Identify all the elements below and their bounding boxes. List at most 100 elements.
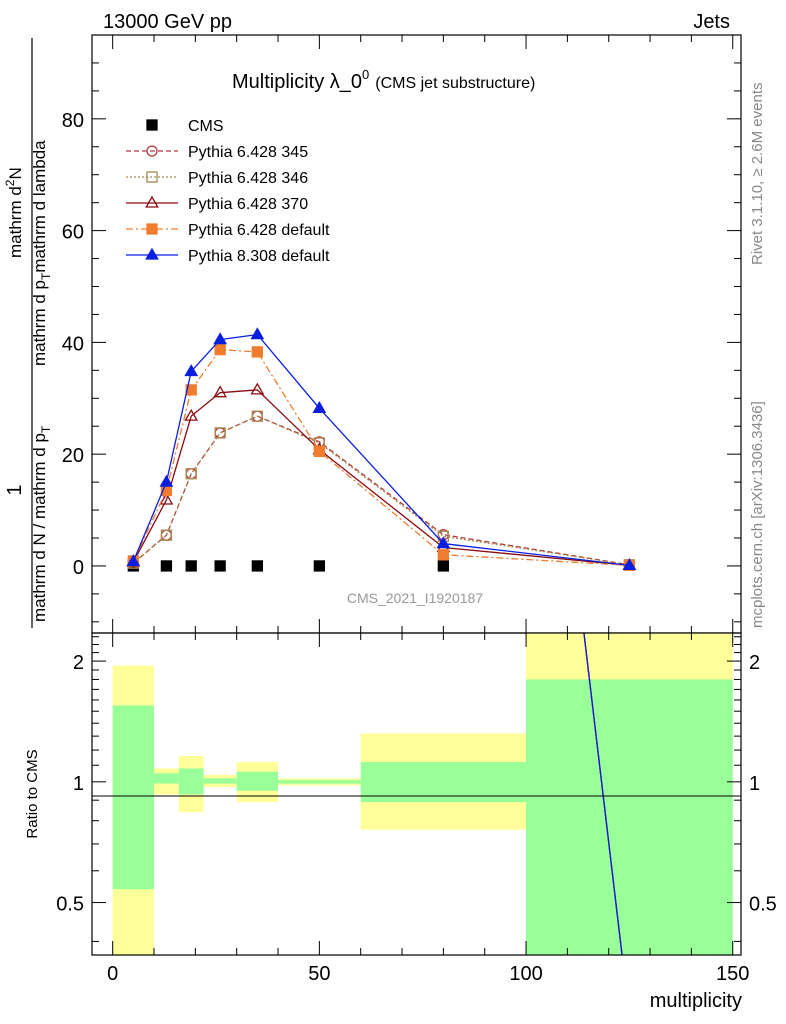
xtick-label: 0	[107, 963, 118, 985]
legend-marker	[146, 119, 158, 131]
data-point	[312, 401, 327, 413]
data-point	[214, 427, 226, 439]
ratio-ytick-label: 2	[73, 652, 84, 674]
data-point	[213, 385, 228, 398]
legend-item-cms: CMS	[146, 118, 224, 135]
data-point	[436, 536, 451, 549]
header-right: Jets	[693, 11, 730, 33]
ratio-line-pythia-8-308-default	[583, 633, 623, 955]
ratio-ytick-label: 1	[73, 773, 84, 795]
y-axis-label: 1 mathrm d N / mathrm d pT mathrm d2N ma…	[3, 38, 53, 628]
ratio-band-inner	[178, 768, 204, 795]
ratio-band-inner	[278, 780, 361, 784]
main-ytick-label: 80	[62, 110, 84, 132]
series-pythia-6-428-default	[127, 343, 636, 572]
data-point	[185, 384, 197, 396]
main-ytick-label: 20	[62, 445, 84, 467]
ratio-ytick-label-right: 2	[749, 652, 760, 674]
legend-item-pythia-8-308-default: Pythia 8.308 default	[126, 247, 330, 265]
ratio-ytick-label-right: 1	[749, 773, 760, 795]
data-point	[159, 474, 174, 487]
data-point	[437, 549, 450, 561]
x-axis-label: multiplicity	[650, 990, 742, 1012]
main-ytick-label: 40	[62, 333, 84, 355]
chart-subtitle: (CMS jet substructure)	[375, 75, 535, 92]
data-point	[160, 560, 173, 572]
y-label-derivative-denominator: mathrm d pTmathrm d lambda	[30, 140, 53, 366]
series-line-pythia-6-428-default	[132, 348, 630, 567]
data-point	[160, 529, 173, 541]
data-point	[159, 492, 174, 505]
y-label-derivative-numerator: mathrm d2N	[3, 167, 25, 258]
legend-marker	[146, 171, 158, 183]
data-point	[622, 558, 637, 571]
series-pythia-6-428-345	[127, 410, 636, 571]
series-cms	[127, 560, 450, 572]
data-point	[313, 445, 326, 458]
legend-label: Pythia 6.428 345	[188, 144, 308, 161]
data-point	[214, 427, 226, 439]
chart-title: Multiplicity λ_00(CMS jet substructure)	[232, 67, 535, 93]
data-point	[184, 364, 199, 377]
data-point	[251, 346, 264, 358]
data-point	[250, 327, 265, 340]
main-axis-ticks: 0 20 40 60 80	[62, 35, 741, 633]
ratio-band-inner	[154, 773, 179, 784]
y-label-numerator: 1	[4, 484, 26, 495]
data-point	[213, 332, 228, 345]
legend-label: CMS	[188, 118, 224, 135]
data-point	[185, 560, 197, 572]
series-line-pythia-6-428-345	[132, 415, 630, 566]
series-line-pythia-8-308-default	[132, 333, 630, 567]
series-pythia-8-308-default	[126, 327, 637, 571]
legend-label: Pythia 8.308 default	[188, 248, 330, 265]
data-point	[251, 410, 264, 422]
ratio-band-inner	[203, 778, 237, 784]
ratio-band-inner	[526, 679, 733, 955]
data-point	[185, 468, 197, 480]
ratio-axis-ticks: 0.5 0.5 1 1 2 2 0 50 100 150	[56, 633, 777, 985]
data-point	[251, 560, 264, 572]
series-line-pythia-6-428-370	[132, 389, 630, 567]
legend-label: Pythia 6.428 370	[188, 196, 308, 213]
mcplots-label: mcplots.cern.ch [arXiv:1306.3436]	[749, 401, 766, 628]
legend-item-pythia-6-428-default: Pythia 6.428 default	[126, 222, 330, 239]
legend-item-pythia-6-428-370: Pythia 6.428 370	[126, 195, 308, 213]
data-point	[214, 560, 226, 572]
main-ytick-label: 60	[62, 222, 84, 244]
legend-item-pythia-6-428-345: Pythia 6.428 345	[126, 144, 308, 161]
legend-marker	[145, 195, 159, 208]
ratio-ylabel: Ratio to CMS	[24, 749, 41, 838]
ratio-band-inner	[112, 705, 155, 890]
y-label-denominator: mathrm d N / mathrm d pT	[30, 425, 53, 622]
legend-marker	[146, 145, 158, 157]
legend-marker	[146, 223, 158, 235]
series-line-pythia-6-428-346	[132, 415, 630, 566]
data-point	[313, 560, 326, 572]
ratio-ytick-label-right: 0.5	[749, 894, 777, 916]
xtick-label: 100	[509, 963, 542, 985]
ratio-ytick-label: 0.5	[56, 894, 84, 916]
legend-item-pythia-6-428-346: Pythia 6.428 346	[126, 170, 308, 187]
ratio-band-inner	[236, 771, 279, 791]
xtick-label: 150	[716, 963, 749, 985]
data-point	[126, 554, 141, 567]
data-point	[184, 408, 199, 421]
ratio-band-inner	[360, 762, 527, 803]
rivet-label: Rivet 3.1.10, ≥ 2.6M events	[749, 83, 766, 266]
legend: CMS Pythia 6.428 345 Pythia 6.428 346 Pythi…	[126, 118, 330, 265]
xtick-label: 50	[308, 963, 330, 985]
analysis-label: CMS_2021_I1920187	[347, 590, 483, 606]
ratio-panel: 0.5 0.5 1 1 2 2 0 50 100 150 Ratio to CMS multipl…	[24, 632, 777, 1012]
main-ytick-label: 0	[73, 557, 84, 579]
header-left: 13000 GeV pp	[103, 11, 232, 33]
legend-label: Pythia 6.428 346	[188, 170, 308, 187]
legend-marker	[145, 247, 159, 260]
series-pythia-6-428-346	[127, 410, 636, 571]
data-point	[250, 382, 265, 395]
ratio-frame	[91, 632, 742, 956]
title-superscript: 0	[362, 67, 369, 82]
data-point	[437, 560, 450, 572]
